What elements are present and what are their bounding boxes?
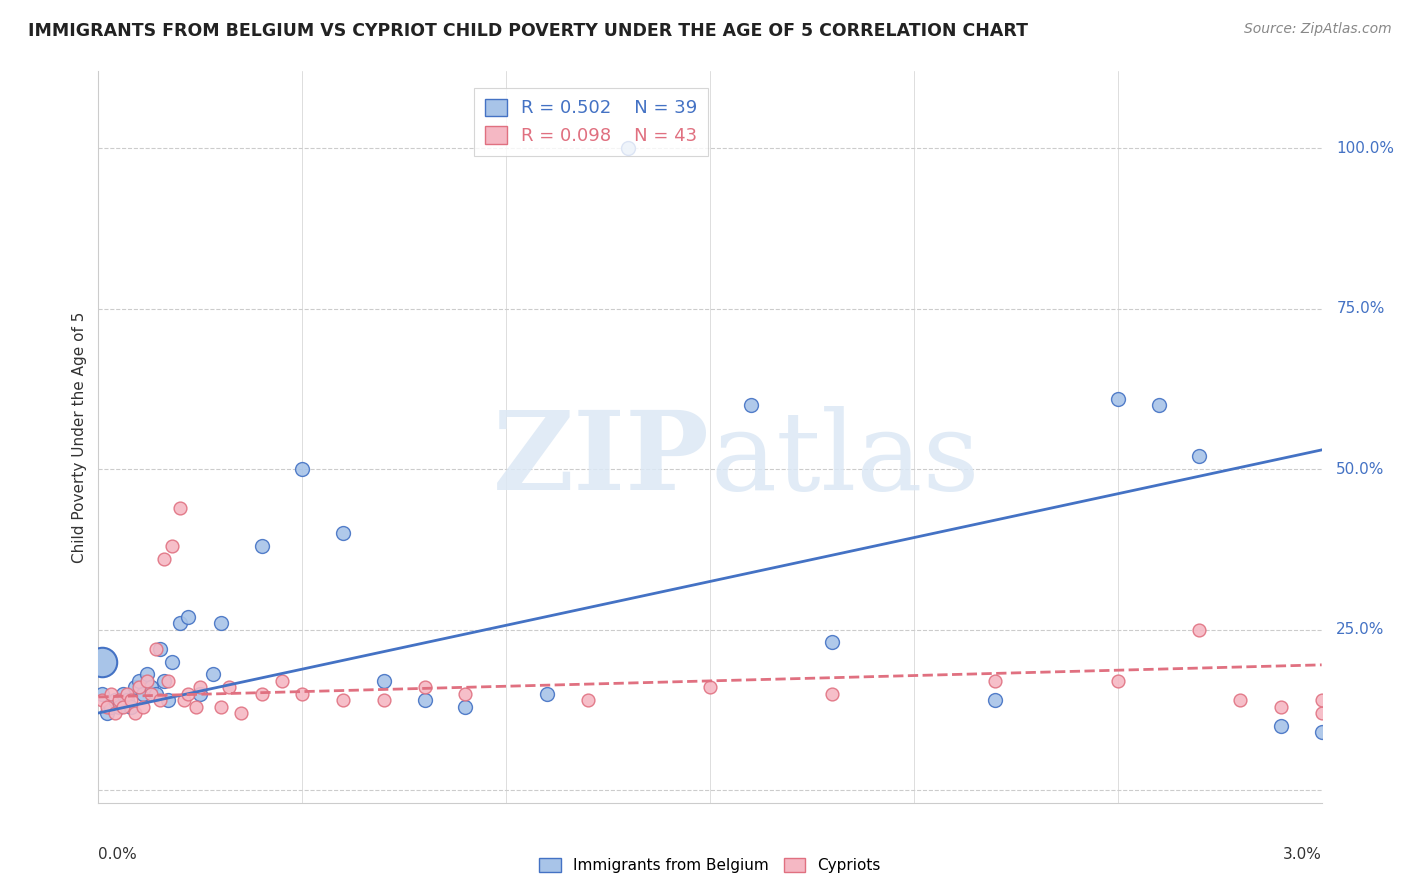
Point xyxy=(201,667,224,681)
Point xyxy=(145,641,167,656)
Point xyxy=(413,681,436,695)
Point xyxy=(1270,719,1292,733)
Point xyxy=(136,673,159,688)
Y-axis label: Child Poverty Under the Age of 5: Child Poverty Under the Age of 5 xyxy=(72,311,87,563)
Point xyxy=(1310,693,1333,707)
Point xyxy=(576,693,599,707)
Point xyxy=(617,141,640,155)
Point xyxy=(177,609,200,624)
Point xyxy=(188,681,212,695)
Point xyxy=(186,699,208,714)
Point xyxy=(104,693,127,707)
Point xyxy=(209,616,232,631)
Point xyxy=(270,673,292,688)
Point xyxy=(209,699,232,714)
Point xyxy=(218,681,240,695)
Point xyxy=(104,706,127,720)
Point xyxy=(160,539,183,553)
Text: Source: ZipAtlas.com: Source: ZipAtlas.com xyxy=(1244,22,1392,37)
Point xyxy=(152,552,174,566)
Point xyxy=(141,687,163,701)
Point xyxy=(141,681,163,695)
Text: 100.0%: 100.0% xyxy=(1336,141,1395,156)
Point xyxy=(111,699,134,714)
Point xyxy=(1270,699,1292,714)
Point xyxy=(454,699,477,714)
Point xyxy=(699,681,721,695)
Point xyxy=(128,681,150,695)
Point xyxy=(1107,673,1129,688)
Point xyxy=(149,641,172,656)
Point xyxy=(169,500,191,515)
Point xyxy=(100,699,122,714)
Point xyxy=(250,539,273,553)
Point xyxy=(156,673,179,688)
Point xyxy=(413,693,436,707)
Point xyxy=(91,687,114,701)
Point xyxy=(108,699,131,714)
Point xyxy=(1310,725,1333,739)
Point xyxy=(96,699,118,714)
Point xyxy=(1188,623,1211,637)
Text: atlas: atlas xyxy=(710,406,980,513)
Point xyxy=(132,687,155,701)
Point xyxy=(373,673,395,688)
Legend: R = 0.502    N = 39, R = 0.098    N = 43: R = 0.502 N = 39, R = 0.098 N = 43 xyxy=(474,87,709,156)
Point xyxy=(132,699,155,714)
Point xyxy=(111,687,134,701)
Point xyxy=(156,693,179,707)
Point xyxy=(821,687,844,701)
Point xyxy=(291,462,314,476)
Point xyxy=(984,693,1007,707)
Point xyxy=(291,687,314,701)
Point xyxy=(1147,398,1170,412)
Point xyxy=(1229,693,1251,707)
Point xyxy=(136,667,159,681)
Point xyxy=(984,673,1007,688)
Point xyxy=(821,635,844,649)
Text: 0.0%: 0.0% xyxy=(98,847,138,862)
Point xyxy=(332,693,354,707)
Point xyxy=(115,693,138,707)
Point xyxy=(124,706,146,720)
Point xyxy=(177,687,200,701)
Point xyxy=(128,673,150,688)
Point xyxy=(96,706,118,720)
Point xyxy=(100,687,122,701)
Point xyxy=(250,687,273,701)
Point xyxy=(160,655,183,669)
Point xyxy=(115,687,138,701)
Point xyxy=(124,681,146,695)
Point xyxy=(332,526,354,541)
Point xyxy=(91,655,114,669)
Point xyxy=(454,687,477,701)
Text: 75.0%: 75.0% xyxy=(1336,301,1385,317)
Point xyxy=(740,398,762,412)
Text: 25.0%: 25.0% xyxy=(1336,622,1385,637)
Point xyxy=(536,687,558,701)
Point xyxy=(120,699,142,714)
Point xyxy=(373,693,395,707)
Point xyxy=(152,673,174,688)
Point xyxy=(1310,706,1333,720)
Point xyxy=(145,687,167,701)
Point xyxy=(91,693,114,707)
Point xyxy=(231,706,253,720)
Point xyxy=(173,693,195,707)
Point xyxy=(169,616,191,631)
Point xyxy=(120,693,142,707)
Text: 3.0%: 3.0% xyxy=(1282,847,1322,862)
Point xyxy=(108,693,131,707)
Point xyxy=(1107,392,1129,406)
Point xyxy=(188,687,212,701)
Text: ZIP: ZIP xyxy=(494,406,710,513)
Text: IMMIGRANTS FROM BELGIUM VS CYPRIOT CHILD POVERTY UNDER THE AGE OF 5 CORRELATION : IMMIGRANTS FROM BELGIUM VS CYPRIOT CHILD… xyxy=(28,22,1028,40)
Point xyxy=(1188,450,1211,464)
Point xyxy=(149,693,172,707)
Text: 50.0%: 50.0% xyxy=(1336,462,1385,476)
